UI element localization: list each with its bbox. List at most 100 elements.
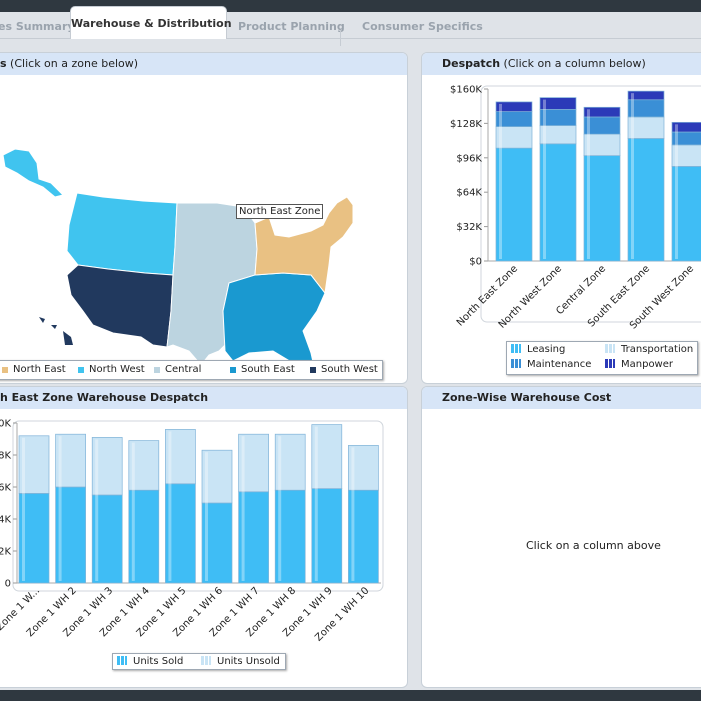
legend-label: Units Unsold [217,656,280,667]
bar-segment[interactable] [495,147,533,262]
cost-panel-title: Zone-Wise Warehouse Cost [442,391,612,404]
y-tick-label: 0 [5,579,11,590]
bar-highlight [499,103,502,260]
bar-segment[interactable] [128,440,160,491]
map-legend-item[interactable]: Central [154,364,201,375]
ne-panel-header: h East Zone Warehouse Despatch [0,387,407,409]
despatch-panel-subtitle: (Click on a column below) [500,57,646,70]
bar-segment[interactable] [128,489,160,584]
bar-highlight [168,431,172,581]
map-legend: North East North West Central South East Sou… [0,360,383,380]
bar-highlight [131,442,135,581]
bar-highlight [587,109,590,260]
despatch-legend: Leasing Transportation Maintenance Manpower [506,341,698,375]
bar-segment[interactable] [201,449,233,504]
bar-segment[interactable] [18,493,50,584]
south-west-zone[interactable] [66,264,174,348]
despatch-panel: Despatch (Click on a column below) $0 $32… [421,52,701,384]
cost-placeholder-message: Click on a column above [526,539,661,552]
map-tooltip: North East Zone [236,204,324,219]
bar-segment[interactable] [627,90,665,101]
y-tick-label: $96K [456,153,482,164]
series-legend-item[interactable]: Transportation [605,344,693,355]
bar-highlight [95,439,99,581]
map-legend-item[interactable]: South East [230,364,295,375]
tab-product-planning[interactable]: Product Planning [238,20,345,33]
bar-highlight [631,93,634,260]
bar-chart-icon [511,359,521,368]
bar-chart-icon [201,656,211,665]
bar-segment[interactable] [627,138,665,262]
y-tick-label: 2K [0,547,11,558]
legend-label: North East [13,364,66,375]
hawaii-region[interactable] [39,317,73,345]
bar-segment[interactable] [165,429,196,485]
cost-panel: Zone-Wise Warehouse Cost Click on a colu… [421,386,701,688]
bar-highlight [314,426,318,581]
legend-label: South West [321,364,378,375]
bar-segment[interactable] [274,433,306,491]
north-west-zone[interactable] [66,192,178,276]
alaska-region[interactable] [2,148,64,198]
bar-highlight [543,99,546,259]
map-panel-title: s [0,57,7,70]
bar-segment[interactable] [91,494,123,584]
despatch-panel-header: Despatch (Click on a column below) [422,53,701,75]
tab-consumer-specifics[interactable]: Consumer Specifics [362,20,483,33]
map-legend-item[interactable]: North West [78,364,145,375]
tab-sales-summary[interactable]: es Summary [0,20,75,33]
despatch-panel-title: Despatch [442,57,501,70]
map-legend-item[interactable]: South West [310,364,378,375]
legend-swatch [78,367,84,373]
legend-label: Leasing [527,344,566,355]
bar-chart-icon [605,359,615,368]
bottom-bar [0,690,701,701]
bar-segment[interactable] [583,106,621,118]
series-legend-item[interactable]: Leasing [511,344,565,355]
bar-highlight [22,437,25,581]
bar-segment[interactable] [348,489,379,584]
legend-label: Maintenance [527,359,592,370]
legend-label: Manpower [621,359,674,370]
bar-chart-icon [117,656,127,665]
y-tick-label: 0K [0,419,11,430]
bar-highlight [351,447,355,581]
north-east-zone[interactable] [254,196,354,295]
bar-segment[interactable] [539,97,577,110]
legend-swatch [154,367,160,373]
map-panel-subtitle: (Click on a zone below) [6,57,139,70]
cost-panel-header: Zone-Wise Warehouse Cost [422,387,701,409]
y-tick-label: $32K [456,222,482,233]
bar-segment[interactable] [495,101,533,112]
ne-despatch-panel: h East Zone Warehouse Despatch 0 2K 4K 6K 8K… [0,386,408,688]
bar-segment[interactable] [91,437,123,496]
bar-segment[interactable] [18,435,50,494]
tab-warehouse-distribution[interactable]: Warehouse & Distribution [70,6,232,39]
series-legend-item[interactable]: Units Sold [117,656,183,667]
bar-segment[interactable] [671,166,701,262]
bar-segment[interactable] [671,121,701,133]
bar-segment[interactable] [583,155,621,262]
series-legend-item[interactable]: Maintenance [511,359,591,370]
series-legend-item[interactable]: Units Unsold [201,656,280,667]
bar-segment[interactable] [311,424,343,489]
y-tick-label: $128K [450,119,482,130]
ne-legend: Units Sold Units Unsold [112,653,286,670]
bar-segment[interactable] [55,433,86,488]
bar-segment[interactable] [201,502,233,584]
bar-segment[interactable] [274,489,306,584]
bar-segment[interactable] [238,433,269,493]
y-tick-label: 6K [0,483,11,494]
bar-segment[interactable] [539,143,577,262]
legend-swatch [310,367,316,373]
bar-segment[interactable] [311,488,343,584]
ne-panel-title: h East Zone Warehouse Despatch [0,391,209,404]
bar-highlight [58,436,62,581]
tab-bar: es Summary Warehouse & Distribution Prod… [0,6,701,46]
bar-segment[interactable] [348,445,379,491]
series-legend-item[interactable]: Manpower [605,359,673,370]
bar-segment[interactable] [55,486,86,584]
y-tick-label: $0 [469,257,482,268]
map-legend-item[interactable]: North East [2,364,66,375]
